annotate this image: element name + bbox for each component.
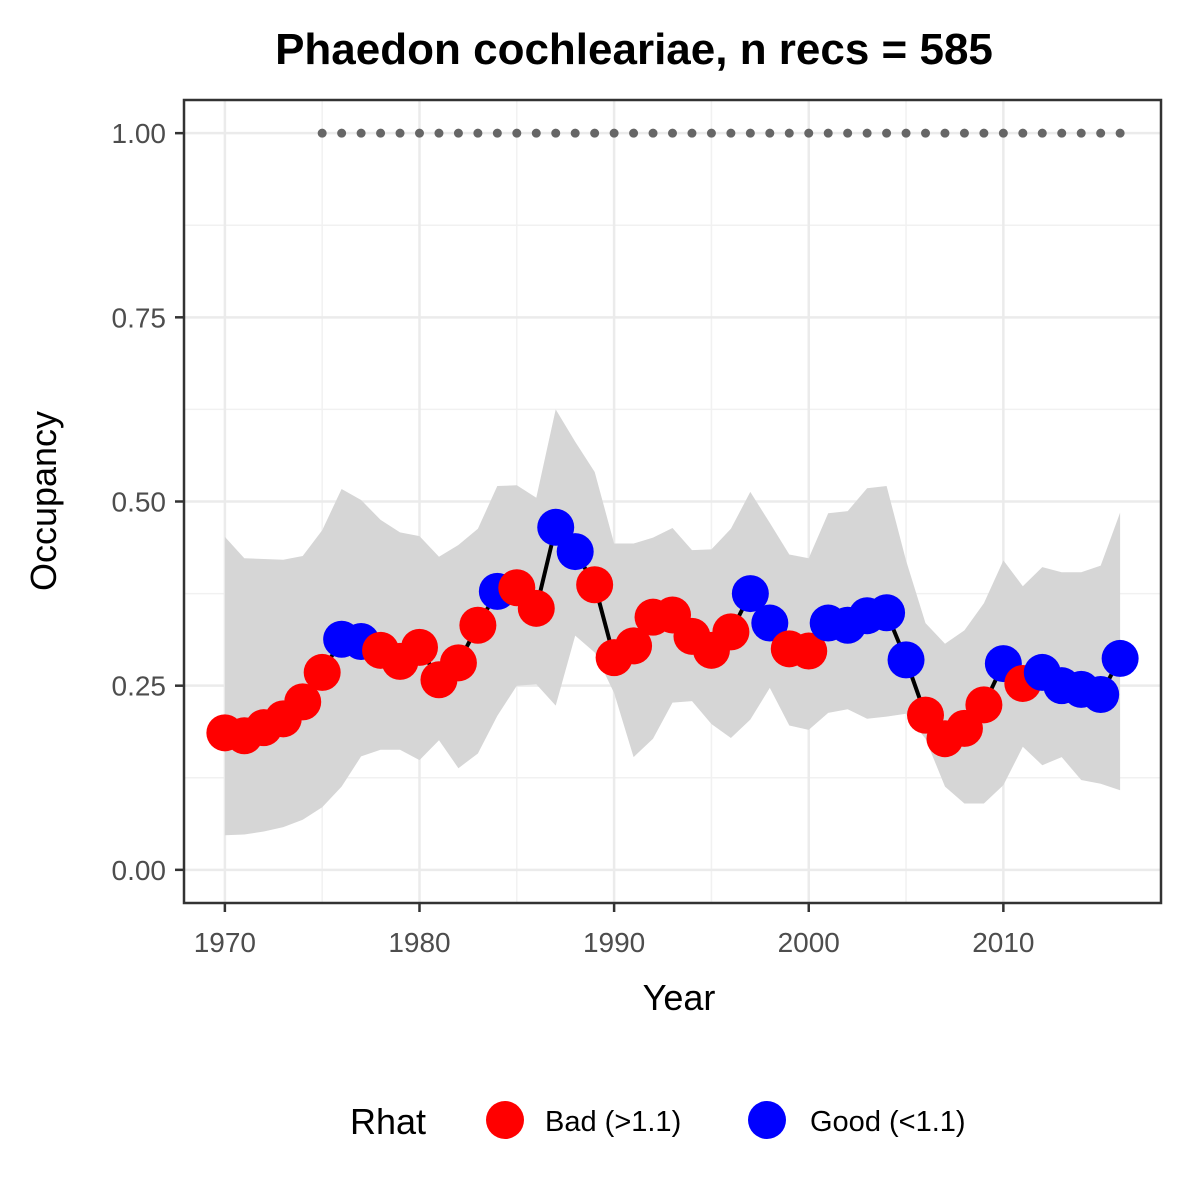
record-dot [862, 128, 872, 138]
record-dot [804, 128, 814, 138]
legend-title: Rhat [350, 1101, 426, 1142]
record-dot [648, 128, 658, 138]
legend: Rhat Bad (>1.1) Good (<1.1) [350, 1101, 966, 1142]
data-point-bad [303, 653, 341, 691]
record-dot [784, 128, 794, 138]
data-point-good [1101, 639, 1139, 677]
record-dot [668, 128, 677, 138]
record-dot [395, 128, 405, 138]
x-tick-label: 2000 [778, 927, 840, 958]
x-tick-label: 1990 [583, 927, 645, 958]
record-dot [1076, 128, 1086, 138]
data-point-bad [459, 606, 497, 644]
record-dot [414, 128, 424, 138]
data-point-good [751, 604, 789, 642]
legend-key-good [748, 1101, 786, 1139]
data-point-good [887, 641, 925, 679]
record-dot [590, 128, 600, 138]
record-dot [882, 128, 892, 138]
legend-label-bad: Bad (>1.1) [545, 1106, 681, 1138]
record-dot [726, 128, 736, 138]
record-dot [492, 128, 502, 138]
record-dot [570, 128, 580, 138]
record-dot [843, 128, 853, 138]
data-point-bad [712, 613, 750, 651]
data-point-bad [400, 628, 438, 666]
data-point-bad [615, 627, 653, 665]
record-dot [629, 128, 639, 138]
x-tick-label: 1980 [388, 927, 450, 958]
x-tick-label: 1970 [194, 927, 256, 958]
record-dot [317, 128, 327, 138]
record-dot [453, 128, 463, 138]
record-dot [1096, 128, 1106, 138]
record-dot [1018, 128, 1028, 138]
y-tick-label: 0.75 [112, 302, 167, 333]
record-dot [356, 128, 366, 138]
record-dot [998, 128, 1008, 138]
chart-title: Phaedon cochleariae, n recs = 585 [275, 25, 993, 74]
record-dot [745, 128, 755, 138]
record-dot [337, 128, 347, 138]
data-point-bad [284, 683, 322, 721]
record-dot [376, 128, 386, 138]
record-dot [609, 128, 619, 138]
record-dot [1037, 128, 1047, 138]
data-point-good [731, 575, 769, 613]
x-axis-title: Year [643, 977, 716, 1018]
record-dot [512, 128, 522, 138]
record-dot [1057, 128, 1067, 138]
y-tick-label: 1.00 [112, 118, 167, 149]
record-dot [823, 128, 833, 138]
y-tick-label: 0.00 [112, 855, 167, 886]
legend-label-good: Good (<1.1) [810, 1106, 966, 1138]
data-point-bad [517, 589, 555, 627]
data-point-bad [965, 686, 1003, 724]
record-dot [921, 128, 931, 138]
record-dot [979, 128, 989, 138]
record-dot [434, 128, 444, 138]
y-tick-label: 0.50 [112, 487, 167, 518]
x-tick-label: 2010 [972, 927, 1034, 958]
legend-key-bad [486, 1101, 524, 1139]
record-dot [765, 128, 775, 138]
data-point-bad [576, 566, 614, 604]
data-point-good [1082, 676, 1120, 714]
record-dot [940, 128, 950, 138]
record-dot [687, 128, 697, 138]
record-dot [959, 128, 969, 138]
record-dot [473, 128, 483, 138]
record-dot [551, 128, 561, 138]
y-axis-title: Occupancy [23, 411, 64, 591]
data-point-good [556, 533, 594, 571]
data-point-bad [790, 632, 828, 670]
record-dot [1115, 128, 1125, 138]
y-tick-label: 0.25 [112, 671, 167, 702]
data-point-good [868, 594, 906, 632]
record-dot [706, 128, 716, 138]
data-point-bad [439, 644, 477, 682]
record-dot [531, 128, 541, 138]
plot-panel: 1970 1980 1990 2000 2010 0.00 0.25 0.50 0.75 1.00 [112, 98, 1163, 958]
record-dot [901, 128, 911, 138]
